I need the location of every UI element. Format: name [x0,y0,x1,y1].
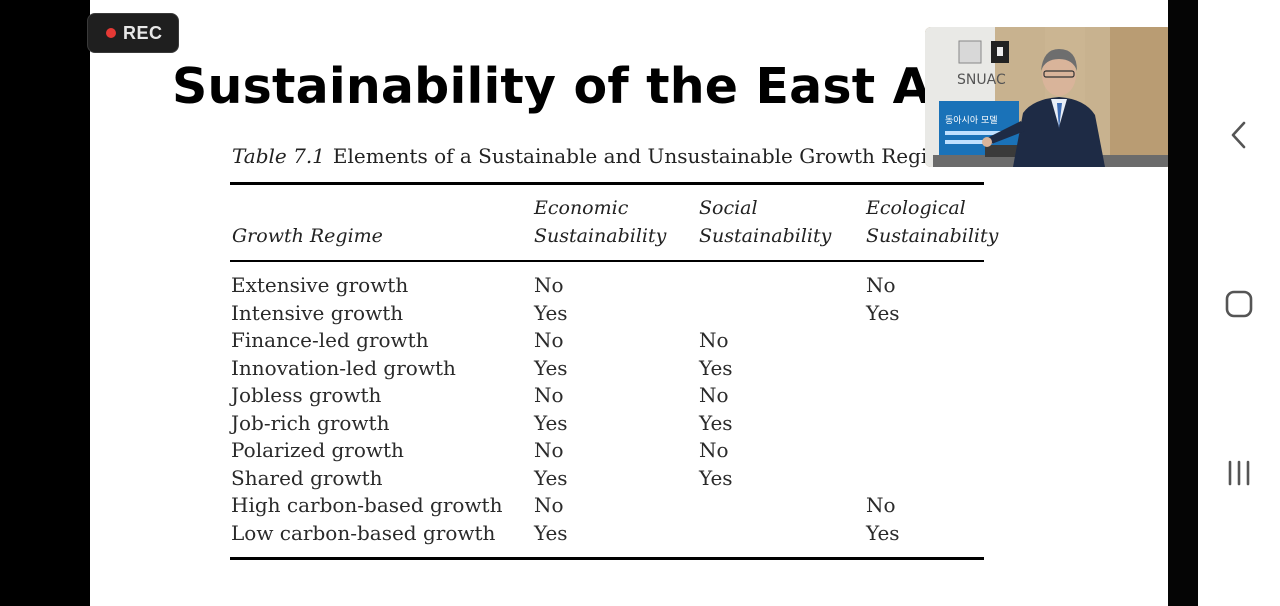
row-economic-value: Yes [534,520,568,545]
table-row: Shared growth Yes Yes [90,465,1168,493]
row-social-value: Yes [699,465,733,490]
table-row: Extensive growth No No [90,272,1168,300]
speaker-video-frame: SNUAC 동아시아 모델 [925,27,1172,167]
table-body: Extensive growth No No Intensive growth Yes Y… [90,272,1168,547]
header-ecological-sustainability: Ecological Sustainability [866,194,998,250]
recording-label: REC [123,22,163,43]
table-row: Polarized growth No No [90,437,1168,465]
header-line: Sustainability [699,225,832,247]
header-growth-regime: Growth Regime [232,194,383,250]
row-economic-value: No [534,383,564,407]
rounded-square-icon [1225,290,1253,318]
slide-title: Sustainability of the East Asian [172,58,1046,115]
table-row: Intensive growth Yes Yes [90,300,1168,328]
row-ecological-value: No [866,493,896,517]
table-row: Innovation-led growth Yes Yes [90,355,1168,383]
table-row: Job-rich growth Yes Yes [90,410,1168,438]
record-dot-icon [106,28,116,38]
webcam-banner-text: 동아시아 모델 [945,114,998,126]
system-navigation-bar [1198,0,1280,606]
row-economic-value: No [534,493,564,517]
row-economic-value: Yes [534,465,568,490]
row-ecological-value: No [866,273,896,297]
row-ecological-value: Yes [866,520,900,545]
header-line: Sustainability [866,225,999,247]
row-growth-regime: Innovation-led growth [231,355,456,380]
webcam-logo-text: SNUAC [957,72,1006,88]
table-row: Low carbon-based growth Yes Yes [90,520,1168,548]
row-growth-regime: Jobless growth [231,383,382,407]
header-line [232,194,383,222]
row-social-value: Yes [699,410,733,435]
back-button[interactable] [1214,110,1264,160]
row-social-value: No [699,328,729,352]
row-growth-regime: Intensive growth [231,300,404,325]
row-ecological-value: Yes [866,300,900,325]
table-row: Jobless growth No No [90,382,1168,410]
row-growth-regime: Extensive growth [231,273,409,297]
header-economic-sustainability: Economic Sustainability [534,194,666,250]
row-growth-regime: High carbon-based growth [231,493,503,517]
row-social-value: Yes [699,355,733,380]
table-bottom-rule [230,557,984,560]
home-button[interactable] [1214,279,1264,329]
row-social-value: No [699,383,729,407]
row-growth-regime: Polarized growth [231,438,404,462]
recording-badge[interactable]: REC [87,13,179,53]
table-row: Finance-led growth No No [90,327,1168,355]
row-growth-regime: Shared growth [231,465,383,490]
row-social-value: No [699,438,729,462]
right-black-strip [1168,0,1198,606]
header-line: Economic [534,197,629,219]
row-economic-value: Yes [534,300,568,325]
row-growth-regime: Finance-led growth [231,328,429,352]
left-black-bar [0,0,90,606]
table-caption-text: Elements of a Sustainable and Unsustaina… [332,144,959,168]
chevron-left-icon [1231,121,1246,149]
row-growth-regime: Job-rich growth [231,410,390,435]
header-social-sustainability: Social Sustainability [699,194,831,250]
recents-button[interactable] [1214,448,1264,498]
table-header-rule [230,260,984,262]
row-growth-regime: Low carbon-based growth [231,520,496,545]
table-caption: Table 7.1 Elements of a Sustainable and U… [232,144,958,168]
row-economic-value: No [534,273,564,297]
header-line: Growth Regime [232,225,383,247]
speaker-webcam-feed[interactable]: SNUAC 동아시아 모델 [925,27,1172,167]
table-number: Table 7.1 [232,144,325,168]
three-bars-icon [1228,460,1250,486]
header-line: Social [699,197,758,219]
table-top-rule [230,182,984,185]
header-line: Sustainability [534,225,667,247]
row-economic-value: No [534,438,564,462]
row-economic-value: Yes [534,410,568,435]
row-economic-value: Yes [534,355,568,380]
row-economic-value: No [534,328,564,352]
header-line: Ecological [866,197,966,219]
table-row: High carbon-based growth No No [90,492,1168,520]
